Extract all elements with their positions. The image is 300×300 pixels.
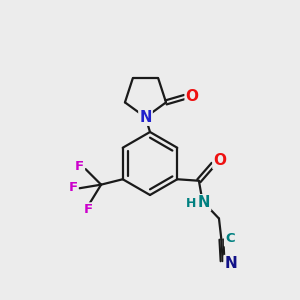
Text: N: N — [225, 256, 237, 271]
Text: F: F — [68, 181, 77, 194]
Text: F: F — [84, 203, 93, 216]
Text: F: F — [75, 160, 84, 172]
Text: O: O — [213, 153, 226, 168]
Text: C: C — [225, 232, 235, 245]
Text: N: N — [139, 110, 152, 125]
Text: H: H — [186, 197, 196, 210]
Text: N: N — [198, 195, 210, 210]
Text: O: O — [186, 89, 199, 104]
